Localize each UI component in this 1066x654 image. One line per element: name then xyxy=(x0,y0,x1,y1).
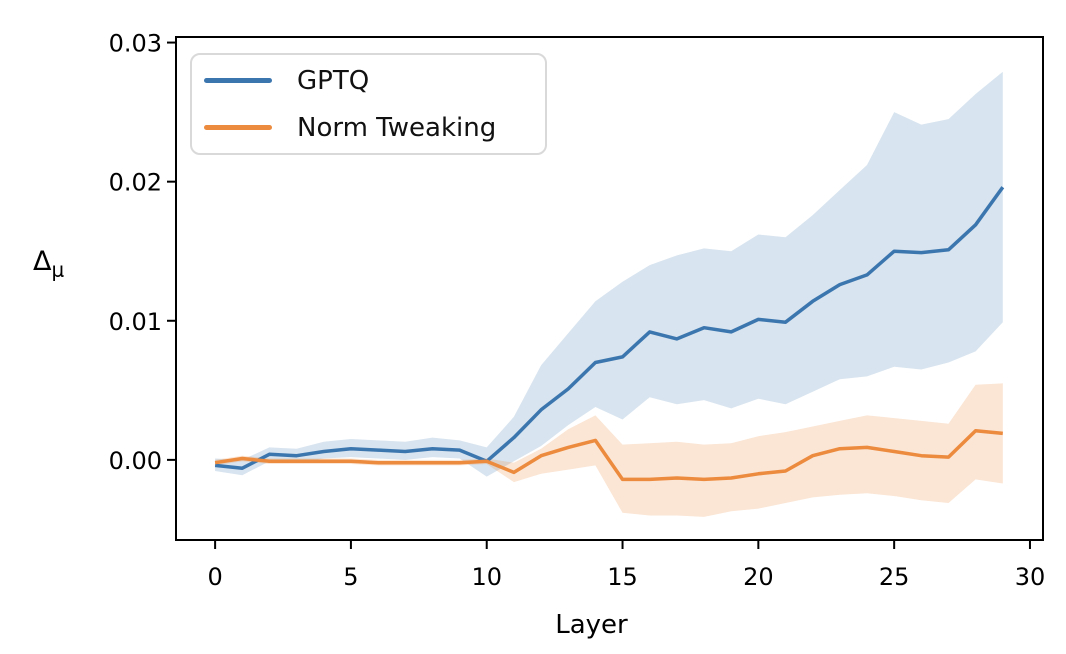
y-tick-label: 0.00 xyxy=(109,447,162,475)
x-tick-label: 30 xyxy=(1015,563,1046,591)
x-tick-label: 25 xyxy=(879,563,910,591)
y-axis-label: Δμ xyxy=(33,246,64,281)
x-tick-label: 5 xyxy=(343,563,358,591)
y-axis-label-delta: Δ xyxy=(33,246,52,277)
plot-border xyxy=(175,36,1044,541)
legend-label-gptq: GPTQ xyxy=(297,65,370,96)
y-tick-label: 0.02 xyxy=(109,169,162,197)
y-tick-label: 0.01 xyxy=(109,308,162,336)
confidence-band-gptq xyxy=(215,71,1003,477)
series-line-gptq xyxy=(214,186,1005,470)
x-tick-label: 20 xyxy=(743,563,774,591)
x-tick-label: 0 xyxy=(207,563,222,591)
x-tick-label: 10 xyxy=(471,563,502,591)
legend-item-norm-tweaking: Norm Tweaking xyxy=(204,104,545,151)
y-tick-label: 0.03 xyxy=(109,30,162,58)
norm-tweaking-line-swatch xyxy=(204,125,272,130)
confidence-band-norm-tweaking xyxy=(215,383,1003,517)
gptq-line-swatch xyxy=(204,78,272,83)
x-tick-label: 15 xyxy=(607,563,638,591)
legend: GPTQ Norm Tweaking xyxy=(190,53,547,155)
legend-label-norm-tweaking: Norm Tweaking xyxy=(297,112,497,143)
series-line-norm-tweaking xyxy=(214,428,1003,482)
y-axis-label-mu: μ xyxy=(51,257,65,282)
x-axis-label: Layer xyxy=(555,610,628,640)
legend-item-gptq: GPTQ xyxy=(204,57,545,104)
